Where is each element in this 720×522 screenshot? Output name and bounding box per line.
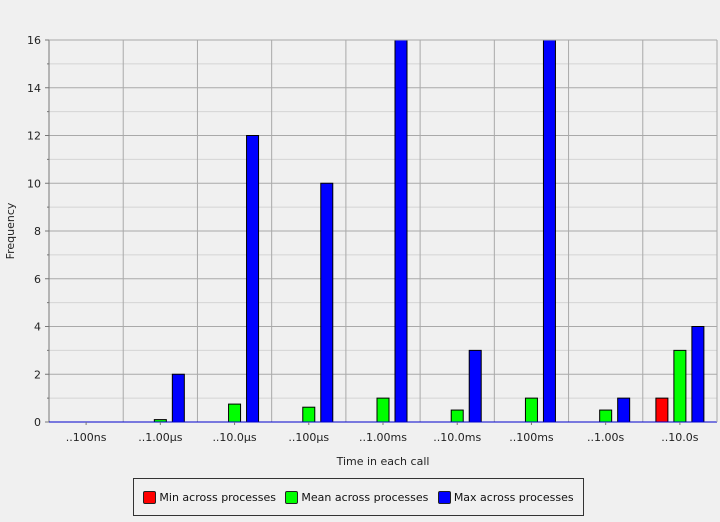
bar [246, 135, 260, 423]
y-tick-label: 8 [34, 225, 41, 238]
legend-swatch [143, 490, 157, 504]
x-tick-label: ..1.00µs [138, 431, 182, 444]
x-tick-label: ..10.0ms [433, 431, 481, 444]
y-tick-label: 12 [27, 130, 41, 143]
x-tick-labels: ..100ns ..1.00µs ..10.0µs ..100µs ..1.00ms..… [66, 422, 699, 444]
bar [468, 349, 482, 423]
legend-swatch [437, 490, 451, 504]
legend-item: Min across processes [143, 490, 276, 504]
x-tick-label: ..10.0s [661, 431, 698, 444]
y-tick-label: 6 [34, 273, 41, 286]
legend-label: Mean across processes [301, 490, 429, 504]
bar [617, 397, 631, 423]
bar [320, 182, 334, 423]
bar [599, 409, 613, 423]
bar [673, 349, 687, 423]
bar [394, 39, 408, 423]
x-axis-label: Time in each call [336, 455, 430, 468]
x-tick-label: ..100ms [509, 431, 554, 444]
bar [302, 406, 316, 423]
y-tick-label: 2 [34, 368, 41, 381]
legend-swatch [285, 490, 299, 504]
bar [228, 403, 242, 423]
x-tick-label: ..1.00ms [359, 431, 407, 444]
legend-label: Max across processes [453, 490, 574, 504]
bar [171, 373, 185, 423]
legend: Min across processes Mean across processe… [133, 478, 584, 516]
x-tick-label: ..1.00s [587, 431, 624, 444]
bar [524, 397, 538, 423]
x-tick-label: ..100ns [66, 431, 107, 444]
y-tick-label: 10 [27, 177, 41, 190]
y-tick-label: 14 [27, 82, 41, 95]
y-tick-labels: 0 2 4 6 8 10 12 14 16 [27, 34, 49, 429]
bar [691, 326, 705, 423]
bar [655, 397, 669, 423]
bar [542, 39, 556, 423]
bar [376, 397, 390, 423]
x-tick-label: ..100µs [288, 431, 329, 444]
y-tick-label: 0 [34, 416, 41, 429]
y-axis-label: Frequency [4, 202, 17, 259]
x-tick-label: ..10.0µs [212, 431, 256, 444]
legend-item: Max across processes [437, 490, 574, 504]
grid-lines [49, 39, 717, 422]
bar [450, 409, 464, 423]
y-tick-label: 16 [27, 34, 41, 47]
legend-label: Min across processes [159, 490, 276, 504]
legend-item: Mean across processes [285, 490, 429, 504]
y-tick-label: 4 [34, 321, 41, 334]
